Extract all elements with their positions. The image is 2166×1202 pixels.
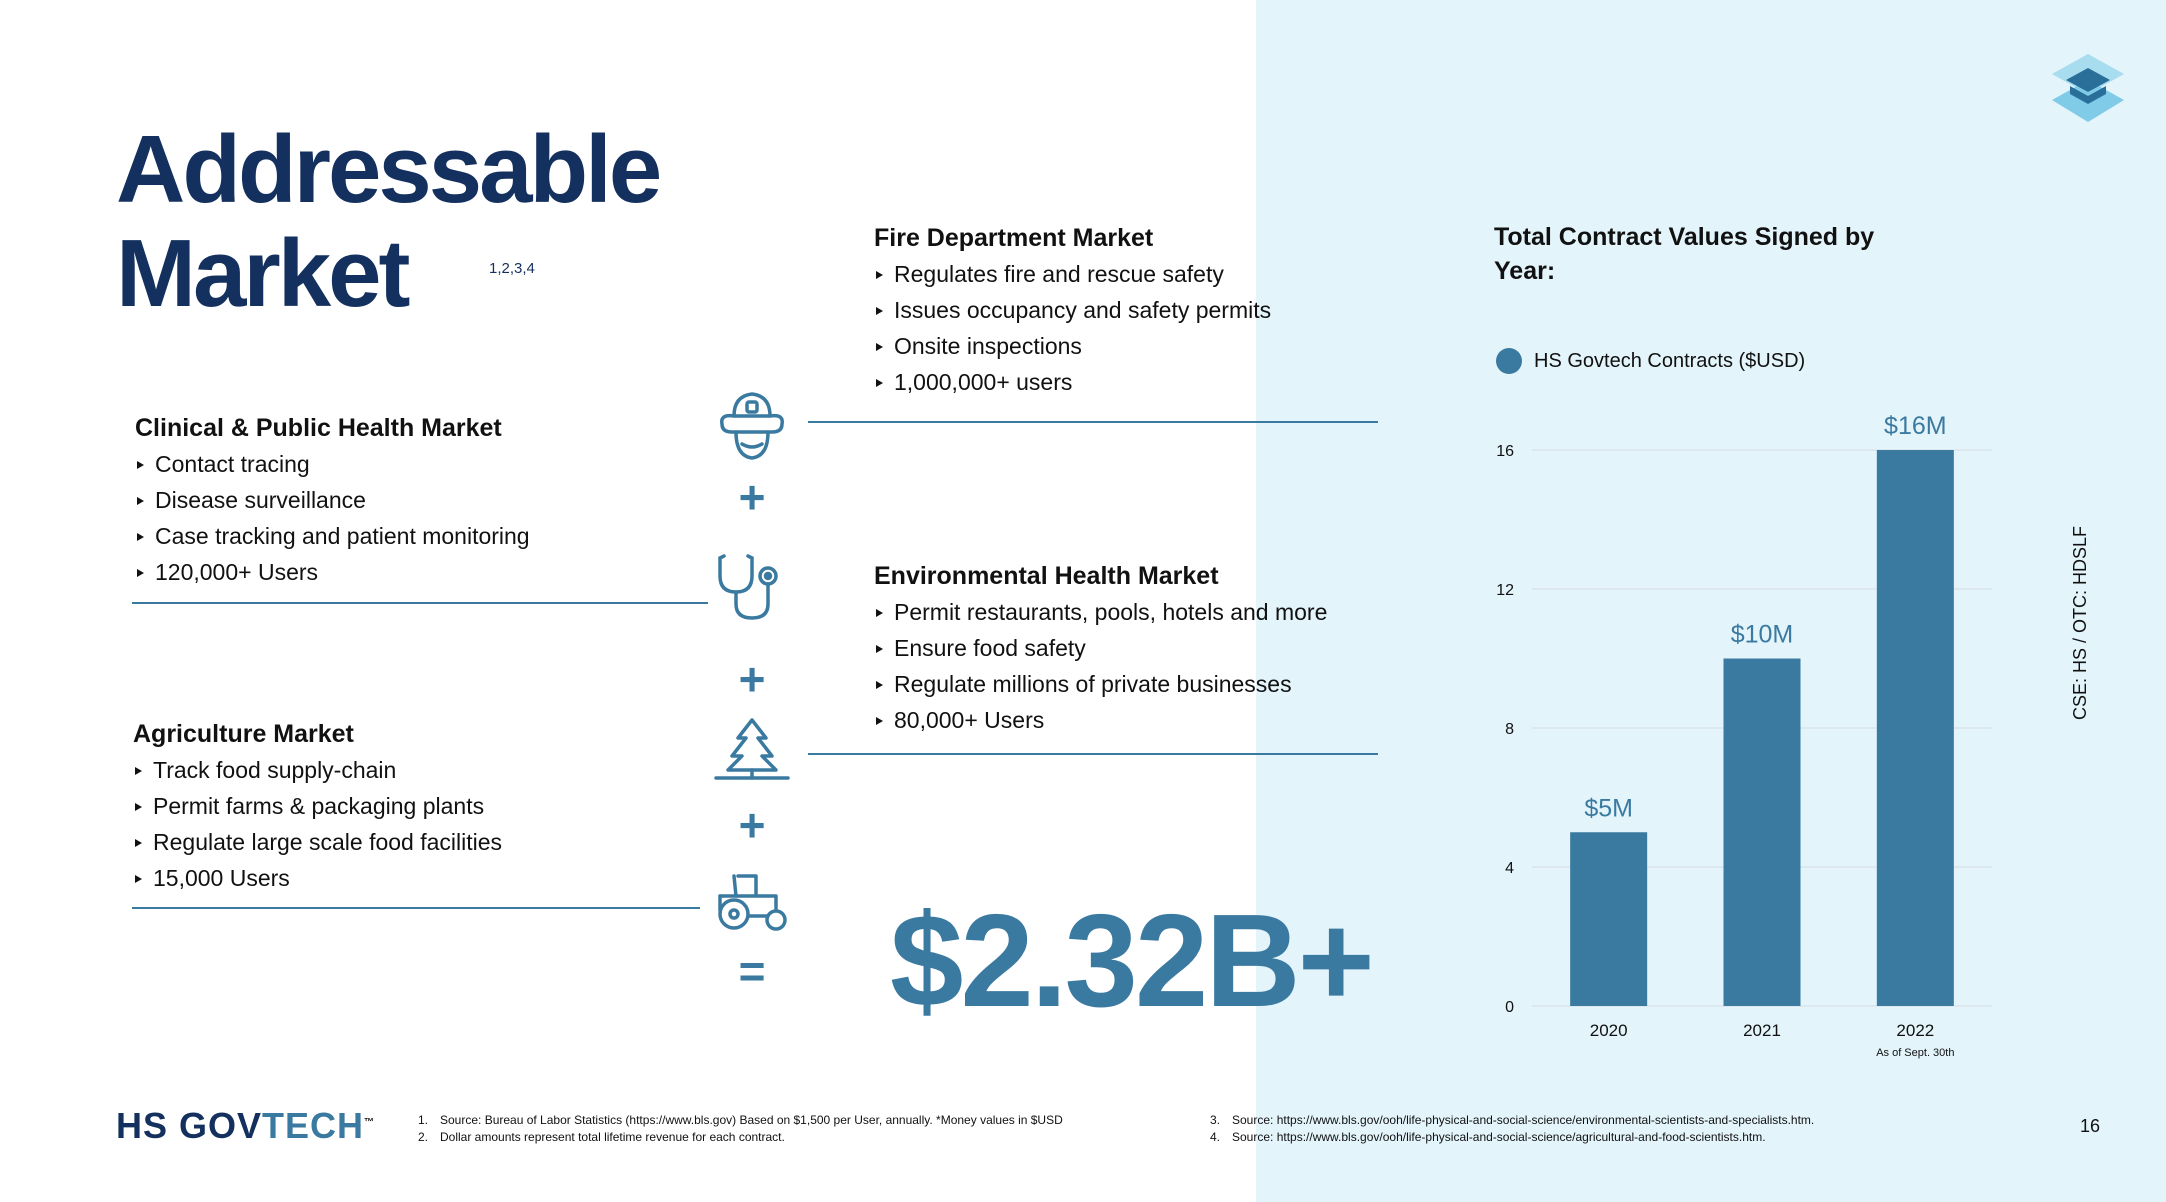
footnotes-left: 1. Source: Bureau of Labor Statistics (ht… — [418, 1112, 1063, 1146]
y-tick-label: 12 — [1496, 582, 1514, 599]
agriculture-market-section: Agriculture Market Track food supply-cha… — [133, 716, 502, 896]
bar — [1570, 832, 1648, 1006]
footnote-number: 1. — [418, 1113, 429, 1127]
list-item: Onsite inspections — [874, 328, 1271, 364]
footnote-number: 2. — [418, 1130, 429, 1144]
list-item: 120,000+ Users — [135, 554, 530, 590]
fire-market-section: Fire Department Market Regulates fire an… — [874, 220, 1271, 400]
clinical-market-section: Clinical & Public Health Market Contact … — [135, 410, 530, 590]
title-footnote-refs: 1,2,3,4 — [489, 260, 535, 277]
y-tick-label: 16 — [1496, 443, 1514, 460]
divider — [808, 421, 1378, 423]
hs-govtech-logo-icon — [2052, 54, 2124, 122]
footnotes-right: 3. Source: https://www.bls.gov/ooh/life-p… — [1210, 1112, 1814, 1146]
list-item: Disease surveillance — [135, 482, 530, 518]
footnote-number: 3. — [1210, 1113, 1221, 1127]
list-item: Track food supply-chain — [133, 752, 502, 788]
logo-tech: TECH — [262, 1105, 365, 1146]
data-label: $5M — [1584, 794, 1633, 822]
title-line-2: Market — [116, 220, 410, 327]
page-number: 16 — [2080, 1116, 2101, 1136]
list-item: Issues occupancy and safety permits — [874, 292, 1271, 328]
list-item: 15,000 Users — [133, 860, 502, 896]
list-item: Case tracking and patient monitoring — [135, 518, 530, 554]
list-item: Regulate millions of private businesses — [874, 666, 1327, 702]
footnote-number: 4. — [1210, 1130, 1221, 1144]
list-item: Regulate large scale food facilities — [133, 824, 502, 860]
data-label: $16M — [1884, 412, 1947, 440]
list-item: 1,000,000+ users — [874, 364, 1271, 400]
contracts-bar-chart: 0 4 8 12 16 $5M 2020 $10M 2021 $16M 2022 As of Sept… — [1496, 412, 1992, 1059]
x-tick-label: 2021 — [1743, 1021, 1781, 1040]
bar — [1876, 450, 1954, 1006]
footnote-text: Source: https://www.bls.gov/ooh/life-phy… — [1232, 1113, 1815, 1127]
plus-operator: + — [738, 471, 766, 523]
y-tick-label: 4 — [1505, 860, 1514, 877]
legend-label: HS Govtech Contracts ($USD) — [1534, 349, 1806, 372]
chart-title: Total Contract Values Signed by Year: — [1494, 223, 1875, 285]
data-label: $10M — [1731, 621, 1794, 649]
stethoscope-icon — [718, 554, 778, 620]
y-tick-label: 8 — [1505, 721, 1514, 738]
divider — [132, 602, 708, 604]
footnote-text: Source: https://www.bls.gov/ooh/life-phy… — [1232, 1130, 1766, 1144]
title-line-1: Addressable — [116, 116, 662, 223]
list-item: Permit restaurants, pools, hotels and mo… — [874, 594, 1327, 630]
list-item: 80,000+ Users — [874, 702, 1327, 738]
list-item: Contact tracing — [135, 446, 530, 482]
bar — [1723, 658, 1801, 1006]
firefighter-icon — [720, 392, 784, 460]
y-tick-label: 0 — [1505, 999, 1514, 1016]
agriculture-market-heading: Agriculture Market — [133, 720, 354, 748]
tree-icon — [714, 718, 790, 780]
equals-operator: = — [738, 945, 766, 997]
list-item: Permit farms & packaging plants — [133, 788, 502, 824]
legend-swatch — [1496, 348, 1522, 374]
logo-trademark: ™ — [364, 1117, 376, 1128]
footnote-text: Dollar amounts represent total lifetime … — [440, 1130, 785, 1144]
stock-ticker-label: CSE: HS / OTC: HDSLF — [2070, 525, 2090, 720]
chart-legend: HS Govtech Contracts ($USD) — [1496, 348, 1805, 374]
tractor-icon — [718, 874, 787, 931]
page-title: Addressable Market — [116, 116, 662, 327]
fire-market-heading: Fire Department Market — [874, 224, 1154, 252]
divider — [132, 907, 700, 909]
x-tick-note: As of Sept. 30th — [1876, 1047, 1954, 1059]
x-tick-label: 2022 — [1896, 1021, 1934, 1040]
plus-operator: + — [738, 653, 766, 705]
environmental-market-heading: Environmental Health Market — [874, 562, 1219, 590]
logo-hs: HS — [116, 1105, 180, 1146]
divider — [808, 753, 1378, 755]
logo-gov: GOV — [179, 1105, 263, 1146]
hs-govtech-logo: HS GOVTECH™ — [116, 1105, 375, 1147]
right-panel-background — [1256, 0, 2166, 1202]
environmental-market-section: Environmental Health Market Permit resta… — [874, 558, 1327, 738]
plus-operator: + — [738, 799, 766, 851]
footnote-text: Source: Bureau of Labor Statistics (http… — [440, 1113, 1063, 1127]
list-item: Regulates fire and rescue safety — [874, 256, 1271, 292]
x-tick-label: 2020 — [1590, 1021, 1628, 1040]
total-addressable-value: $2.32B+ — [890, 887, 1375, 1034]
list-item: Ensure food safety — [874, 630, 1327, 666]
clinical-market-heading: Clinical & Public Health Market — [135, 414, 502, 442]
